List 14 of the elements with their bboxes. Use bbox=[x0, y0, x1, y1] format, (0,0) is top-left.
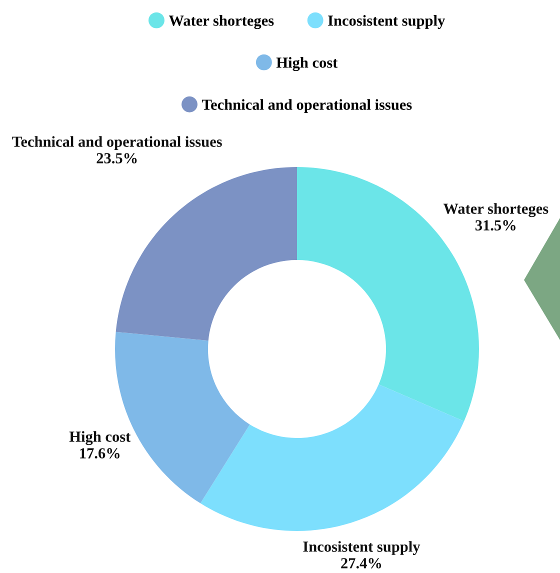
legend-label: High cost bbox=[276, 57, 338, 72]
legend-label: Incosistent supply bbox=[328, 15, 446, 29]
slice-label: High cost bbox=[69, 431, 131, 446]
data-label: 17.6% bbox=[80, 448, 120, 459]
data-label: 31.5% bbox=[475, 220, 516, 231]
donut-slice bbox=[116, 167, 297, 341]
slice-label: Incosistent supply bbox=[303, 541, 420, 555]
data-label: 27.4% bbox=[341, 558, 382, 568]
legend-label: Water shorteges bbox=[168, 15, 274, 30]
legend-label: Technical and operational issues bbox=[202, 99, 412, 113]
donut-slice bbox=[200, 384, 464, 531]
slice-label: Technical and operational issues bbox=[12, 136, 222, 150]
data-label: 23.5% bbox=[96, 153, 137, 164]
slice-label: Water shorteges bbox=[443, 203, 548, 218]
